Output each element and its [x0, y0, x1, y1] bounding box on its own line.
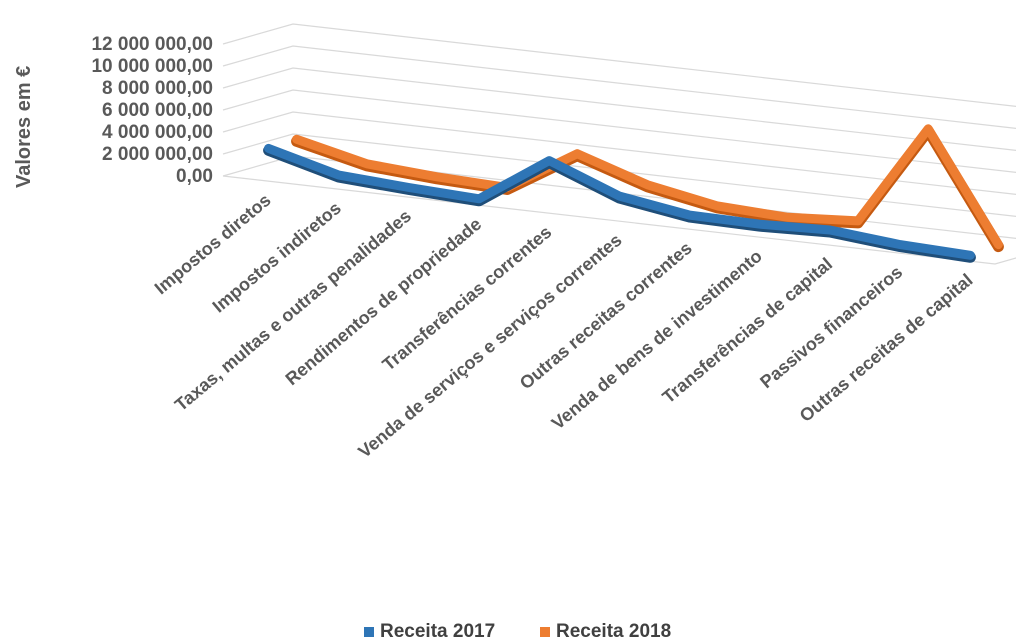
legend-label-receita-2018: Receita 2018 [556, 621, 671, 642]
y-tick-label: 0,00 [176, 166, 213, 187]
legend-label-receita-2017: Receita 2017 [380, 621, 495, 642]
gridline [222, 89, 1016, 174]
y-tick-label: 6 000 000,00 [102, 100, 213, 121]
legend-swatch-receita-2018 [540, 627, 550, 637]
gridline [222, 45, 1016, 130]
y-tick-label: 4 000 000,00 [102, 122, 213, 143]
gridlines [222, 23, 1016, 265]
y-tick-label: 2 000 000,00 [102, 144, 213, 165]
series-line-receita-2018 [292, 124, 1003, 250]
gridline [222, 67, 1016, 152]
y-tick-label: 12 000 000,00 [91, 34, 213, 55]
category-label: Passivos financeiros [756, 262, 906, 392]
legend-swatch-receita-2017 [364, 627, 374, 637]
legend: Receita 2017 Receita 2018 [364, 621, 671, 642]
category-label: Impostos indiretos [209, 198, 345, 317]
series-line-receita-2017 [264, 143, 975, 260]
gridline [222, 111, 1016, 196]
gridline [222, 23, 1016, 108]
y-tick-label: 8 000 000,00 [102, 78, 213, 99]
category-label: Transferências de capital [658, 254, 836, 408]
series-lines [263, 124, 1004, 263]
y-tick-label: 10 000 000,00 [91, 56, 213, 77]
gridline [222, 133, 1016, 218]
y-axis-title: Valores em € [13, 66, 35, 188]
y-axis-ticks: 0,002 000 000,004 000 000,006 000 000,00… [91, 34, 213, 187]
